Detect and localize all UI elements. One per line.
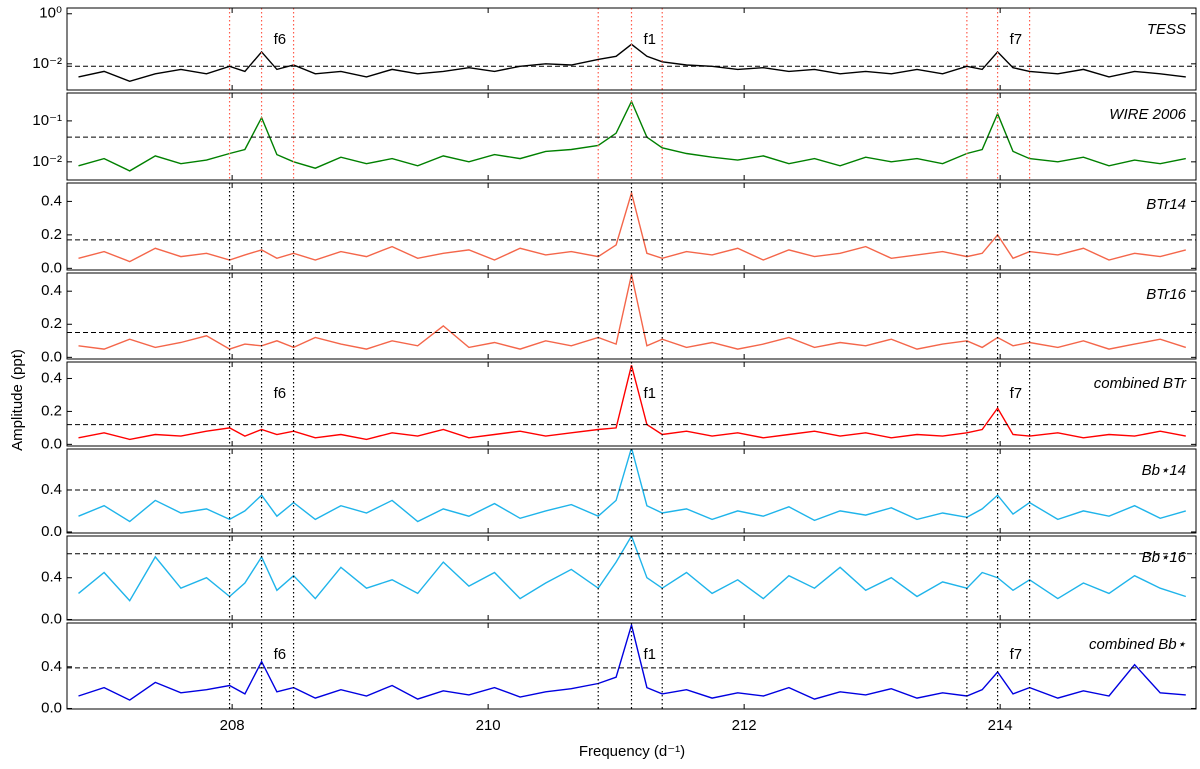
panel: [67, 449, 1196, 533]
peak-annotation: f6: [274, 385, 287, 402]
panel: [67, 536, 1196, 620]
panel-frame: [66, 448, 1197, 534]
panel: [67, 93, 1196, 180]
y-tick-label: 0.2: [41, 315, 62, 332]
spectrum-line: [78, 365, 1186, 441]
panel-frame: [66, 182, 1197, 271]
y-tick-label: 0.2: [41, 402, 62, 419]
peak-annotation: f1: [644, 31, 657, 48]
spectrum-line: [78, 536, 1187, 602]
spectrum-line: [78, 190, 1186, 263]
panel: [67, 273, 1196, 359]
peak-annotation: f1: [644, 385, 657, 402]
panel-frame: [66, 7, 1197, 91]
panel-frame: [66, 92, 1197, 181]
peak-annotation: f7: [1010, 646, 1023, 663]
panel-frame: [66, 272, 1197, 360]
y-tick-label: 0.4: [41, 192, 62, 209]
y-tick-label: 0.4: [41, 481, 62, 498]
peak-annotation: f1: [644, 646, 657, 663]
panel-title: TESS: [1147, 21, 1186, 38]
panel-title: Bb⋆14: [1142, 462, 1186, 479]
y-tick-label: 0.0: [41, 610, 62, 627]
panel-title: combined BTr: [1094, 375, 1187, 392]
panel-title: BTr14: [1146, 196, 1186, 213]
peak-annotation: f6: [274, 646, 287, 663]
y-tick-label: 0.0: [41, 259, 62, 276]
y-tick-label: 0.0: [41, 699, 62, 716]
peak-annotation: f7: [1010, 385, 1023, 402]
y-tick-label: 0.4: [41, 282, 62, 299]
panel-title: combined Bb⋆: [1089, 636, 1186, 653]
panel-frame: [66, 622, 1197, 710]
y-tick-label: 0.0: [41, 435, 62, 452]
y-tick-label: 0.0: [41, 523, 62, 540]
y-axis-label: Amplitude (ppt): [9, 349, 26, 451]
y-tick-label: 0.4: [41, 658, 62, 675]
spectrum-line: [78, 274, 1187, 350]
y-tick-label: 0.0: [41, 348, 62, 365]
panel: [67, 362, 1196, 446]
panel-title: WIRE 2006: [1109, 106, 1186, 123]
x-tick-label: 212: [732, 717, 757, 734]
y-tick-label: 10⁻²: [32, 55, 62, 72]
panel-frame: [66, 361, 1197, 447]
y-tick-label: 0.4: [41, 369, 62, 386]
x-tick-label: 214: [988, 717, 1013, 734]
y-tick-label: 10⁻¹: [32, 112, 62, 129]
y-tick-label: 10⁻²: [32, 153, 62, 170]
x-tick-label: 210: [476, 717, 501, 734]
panel-title: BTr16: [1146, 286, 1186, 303]
y-tick-label: 0.2: [41, 226, 62, 243]
panel-title: Bb⋆16: [1142, 549, 1187, 566]
y-tick-label: 0.4: [41, 569, 62, 586]
spectrum-line: [78, 99, 1186, 172]
peak-annotation: f7: [1010, 31, 1023, 48]
panel: [67, 623, 1196, 709]
spectrum-line: [78, 43, 1186, 83]
panel: [67, 8, 1196, 90]
x-tick-label: 208: [220, 717, 245, 734]
y-tick-label: 10⁰: [39, 5, 62, 22]
x-axis-label: Frequency (d⁻¹): [579, 743, 685, 760]
panel: [67, 183, 1196, 270]
peak-annotation: f6: [274, 31, 287, 48]
spectrum-line: [78, 449, 1186, 523]
